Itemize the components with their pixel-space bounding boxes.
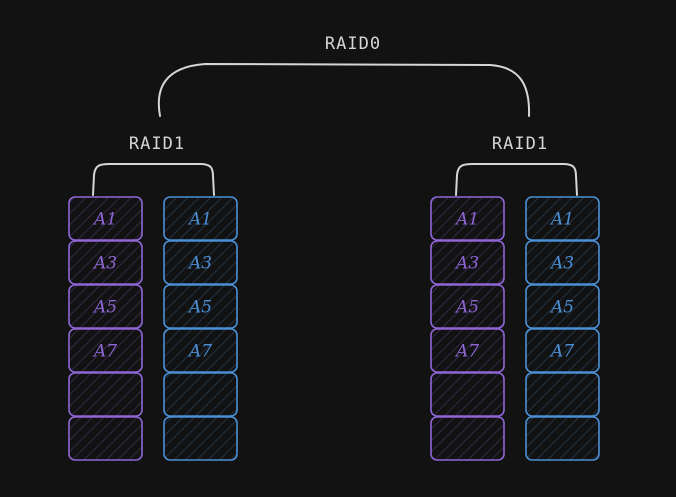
raid1-label-left: RAID1	[129, 134, 185, 154]
disk-block-shape	[163, 196, 238, 241]
disk-block-label: A7	[187, 342, 212, 362]
disk-block-label: A3	[549, 254, 574, 274]
raid1-group-right: RAID1 A1 A3 A5 A7 A1 A3 A5 A7	[430, 134, 600, 461]
raid1-group-left: RAID1 A1 A3 A5 A7 A1 A3 A5 A7	[68, 134, 238, 461]
disk-block	[430, 372, 505, 417]
disk-block: A7	[430, 328, 505, 373]
raid0-label: RAID0	[325, 34, 381, 54]
disk-block-label: A1	[92, 210, 117, 230]
disk-block-shape	[163, 240, 238, 285]
disk-block-shape	[430, 284, 505, 329]
disk-block-label: A3	[454, 254, 479, 274]
disk-block: A1	[68, 196, 143, 241]
disk-block: A3	[68, 240, 143, 285]
disk-block	[163, 372, 238, 417]
disk-block-shape	[430, 240, 505, 285]
disk-block	[163, 416, 238, 461]
disk-block-shape	[68, 416, 143, 461]
disk-block	[430, 416, 505, 461]
disk-block-shape	[163, 284, 238, 329]
disk-block-shape	[430, 328, 505, 373]
raid1-bracket-right	[455, 163, 578, 196]
disk-block: A5	[430, 284, 505, 329]
disk-block: A5	[68, 284, 143, 329]
disk-block-shape	[163, 328, 238, 373]
disk-block-shape	[525, 416, 600, 461]
disk-block: A7	[68, 328, 143, 373]
disk-block-shape	[525, 240, 600, 285]
disk-block-shape	[68, 196, 143, 241]
raid1-bracket-left	[92, 163, 215, 196]
disk-block-shape	[163, 372, 238, 417]
disk-block-label: A5	[454, 298, 479, 318]
disk-block: A7	[525, 328, 600, 373]
disk-block-shape	[430, 416, 505, 461]
disk-block-label: A7	[92, 342, 117, 362]
disk-block-label: A1	[549, 210, 574, 230]
disk-block-shape	[525, 328, 600, 373]
disk-block-label: A5	[549, 298, 574, 318]
disk-block-shape	[525, 372, 600, 417]
disk-column-left-primary: A1 A3 A5 A7	[68, 196, 143, 461]
disk-block-label: A3	[187, 254, 212, 274]
disk-block: A1	[163, 196, 238, 241]
disk-block-shape	[68, 372, 143, 417]
disk-column-right-primary: A1 A3 A5 A7	[430, 196, 505, 461]
disk-block-shape	[68, 328, 143, 373]
disk-block-shape	[68, 240, 143, 285]
disk-block-label: A7	[549, 342, 574, 362]
disk-block-label: A5	[92, 298, 117, 318]
disk-block	[68, 416, 143, 461]
disk-block: A1	[430, 196, 505, 241]
disk-column-right-mirror: A1 A3 A5 A7	[525, 196, 600, 461]
disk-block: A3	[163, 240, 238, 285]
disk-block-label: A3	[92, 254, 117, 274]
disk-block-shape	[163, 416, 238, 461]
disk-column-left-mirror: A1 A3 A5 A7	[163, 196, 238, 461]
disk-block-shape	[68, 284, 143, 329]
disk-block-shape	[430, 196, 505, 241]
disk-block-shape	[525, 196, 600, 241]
disk-block: A3	[525, 240, 600, 285]
disk-block: A5	[525, 284, 600, 329]
disk-block-label: A5	[187, 298, 212, 318]
disk-block: A5	[163, 284, 238, 329]
disk-block	[68, 372, 143, 417]
disk-block-shape	[525, 284, 600, 329]
disk-block-shape	[430, 372, 505, 417]
disk-block	[525, 416, 600, 461]
disk-block: A7	[163, 328, 238, 373]
raid1-label-right: RAID1	[492, 134, 548, 154]
disk-block	[525, 372, 600, 417]
raid0-bracket	[157, 62, 531, 117]
disk-block: A1	[525, 196, 600, 241]
disk-block: A3	[430, 240, 505, 285]
disk-block-label: A1	[187, 210, 212, 230]
disk-block-label: A1	[454, 210, 479, 230]
disk-block-label: A7	[454, 342, 479, 362]
